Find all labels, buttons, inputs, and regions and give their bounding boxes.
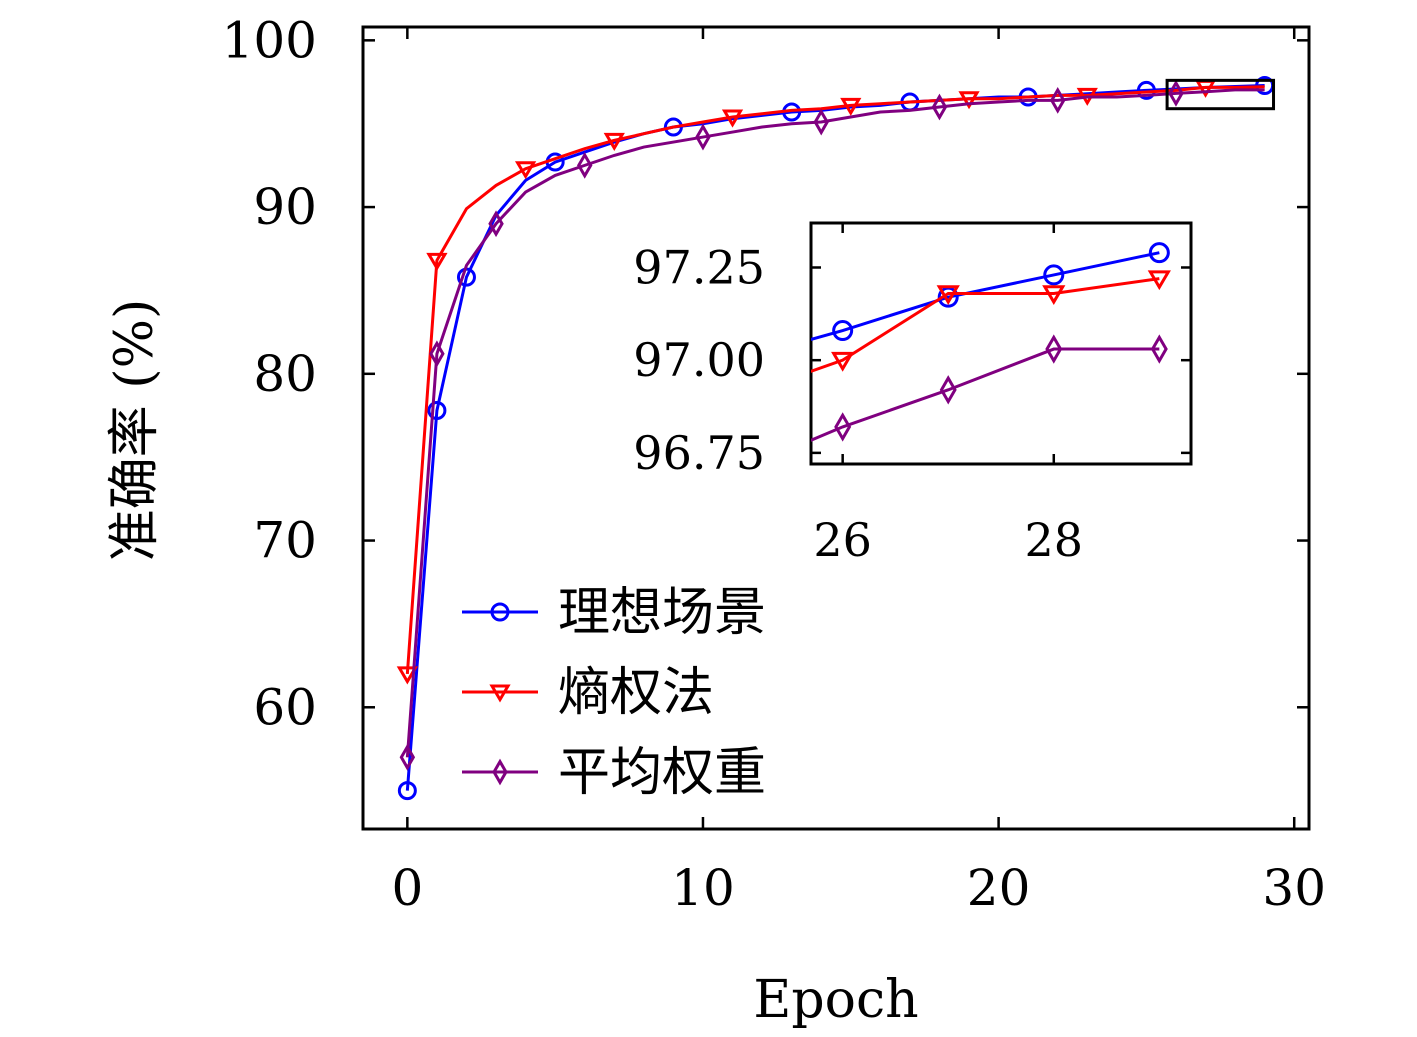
inset-series-2-point-29 <box>1150 334 1168 364</box>
legend-label-1: 熵权法 <box>558 663 714 723</box>
inset-series-0-point-29 <box>1148 242 1170 264</box>
inset-y-tick-label-1: 97.00 <box>633 333 765 387</box>
series-2-point-1 <box>429 340 445 368</box>
plot-frame <box>361 25 1311 831</box>
x-tick-label-30: 30 <box>1262 859 1326 917</box>
legend-label-2: 平均权重 <box>558 743 766 803</box>
main-plot: 0 10 20 30 60 70 80 90 100 <box>222 11 1326 917</box>
inset-series-line-1 <box>811 277 1160 373</box>
x-axis-title: Epoch <box>753 970 918 1030</box>
inset-series-2-point-26 <box>834 412 852 442</box>
inset-y-tick-label-2: 97.25 <box>633 240 765 294</box>
y-tick-label-80: 80 <box>253 345 317 403</box>
legend-marker-0 <box>490 602 510 622</box>
inset-x-tick-label-28: 28 <box>1025 513 1084 567</box>
series-1-point-15 <box>840 97 862 116</box>
y-tick-label-60: 60 <box>253 678 317 736</box>
series-2-point-6 <box>576 151 593 179</box>
y-tick-label-90: 90 <box>253 178 317 236</box>
y-tick-label-100: 100 <box>222 11 317 69</box>
inset-x-tick-label-26: 26 <box>813 513 872 567</box>
x-tick-label-10: 10 <box>671 859 735 917</box>
legend-marker-1 <box>489 684 511 703</box>
x-tick-label-20: 20 <box>967 859 1031 917</box>
series-line-1 <box>405 85 1265 675</box>
inset-series-2-point-28 <box>1045 334 1063 364</box>
series-line-0 <box>405 84 1265 791</box>
y-tick-label-70: 70 <box>253 512 317 570</box>
series-1-point-19 <box>958 91 980 110</box>
series-1-point-1 <box>426 252 448 271</box>
series-2-point-0 <box>399 743 416 771</box>
series-0-point-0 <box>397 781 417 801</box>
series-1-point-11 <box>721 109 744 128</box>
inset-series-0-point-26 <box>832 320 854 342</box>
inset-series-1-point-28 <box>1042 285 1066 305</box>
inset-plot: 26 28 96.75 97.00 97.25 <box>633 221 1193 567</box>
inset-series-2-point-27 <box>939 375 957 405</box>
x-tick-label-0: 0 <box>391 859 423 917</box>
legend-marker-2 <box>492 758 508 786</box>
inset-series-1-point-29 <box>1147 270 1171 291</box>
legend-label-0: 理想场景 <box>558 583 766 643</box>
series-2-point-22 <box>1049 86 1066 114</box>
inset-series-1-point-26 <box>831 351 855 372</box>
inset-series-line-2 <box>811 347 1160 442</box>
series-2-point-18 <box>931 93 948 121</box>
zoom-rectangle <box>1165 78 1276 111</box>
zoom-source-box <box>1165 78 1276 111</box>
series-2-point-26 <box>1168 79 1184 107</box>
inset-series-line-0 <box>811 251 1160 341</box>
series-1-point-0 <box>396 666 418 685</box>
y-axis-title: 准确率 (%) <box>105 299 165 562</box>
series-1-point-7 <box>603 132 625 151</box>
series-2-point-10 <box>695 123 711 151</box>
series-2-point-14 <box>813 108 829 136</box>
series-1-point-4 <box>514 161 537 180</box>
series-0-point-1 <box>427 400 447 420</box>
inset-frame <box>809 221 1193 466</box>
inset-y-tick-label-0: 96.75 <box>633 426 765 480</box>
inset-series-0-point-28 <box>1043 264 1065 286</box>
series-line-2 <box>405 88 1265 758</box>
series-2-point-3 <box>488 210 504 238</box>
inset-series-group <box>811 242 1171 442</box>
inset-series-1-point-27 <box>936 285 960 305</box>
